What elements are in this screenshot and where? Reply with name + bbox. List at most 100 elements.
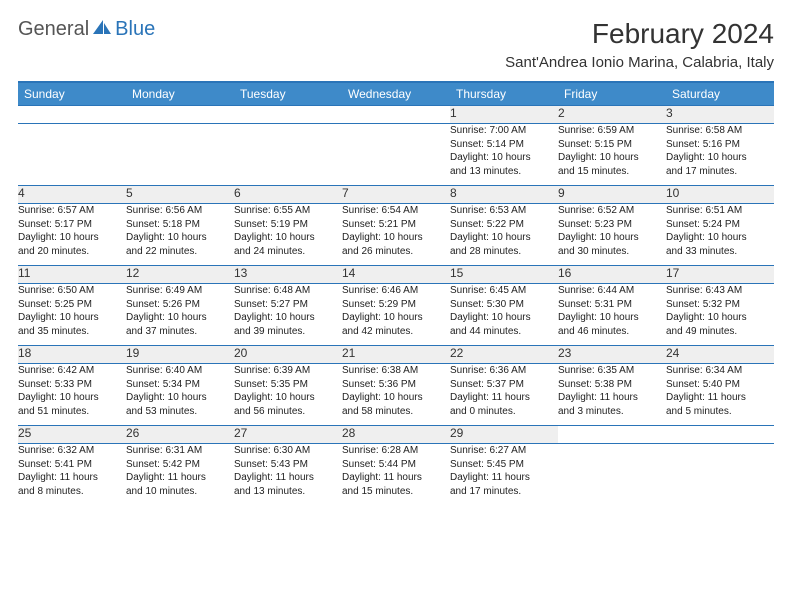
sunset-text: Sunset: 5:25 PM (18, 298, 126, 312)
sunset-text: Sunset: 5:44 PM (342, 458, 450, 472)
day-number-cell (666, 426, 774, 444)
sunset-text: Sunset: 5:26 PM (126, 298, 234, 312)
day-number-row: 18192021222324 (18, 346, 774, 364)
day-number-cell: 24 (666, 346, 774, 364)
sunset-text: Sunset: 5:29 PM (342, 298, 450, 312)
daylight-text: Daylight: 10 hours (18, 311, 126, 325)
sunset-text: Sunset: 5:14 PM (450, 138, 558, 152)
day-number-cell: 11 (18, 266, 126, 284)
daylight-text-2: and 37 minutes. (126, 325, 234, 339)
sunset-text: Sunset: 5:23 PM (558, 218, 666, 232)
day-detail-cell: Sunrise: 6:30 AMSunset: 5:43 PMDaylight:… (234, 444, 342, 506)
sunrise-text: Sunrise: 6:39 AM (234, 364, 342, 378)
daylight-text-2: and 20 minutes. (18, 245, 126, 259)
weekday-header: Monday (126, 82, 234, 106)
daylight-text-2: and 15 minutes. (558, 165, 666, 179)
day-number-cell: 8 (450, 186, 558, 204)
daylight-text: Daylight: 10 hours (234, 231, 342, 245)
sunset-text: Sunset: 5:21 PM (342, 218, 450, 232)
day-number-cell: 9 (558, 186, 666, 204)
weekday-header: Tuesday (234, 82, 342, 106)
sunset-text: Sunset: 5:34 PM (126, 378, 234, 392)
daylight-text-2: and 42 minutes. (342, 325, 450, 339)
day-number-cell: 18 (18, 346, 126, 364)
day-detail-cell (558, 444, 666, 506)
sunrise-text: Sunrise: 6:52 AM (558, 204, 666, 218)
sunrise-text: Sunrise: 6:45 AM (450, 284, 558, 298)
sunset-text: Sunset: 5:19 PM (234, 218, 342, 232)
logo-text-general: General (18, 18, 89, 41)
day-number-cell: 4 (18, 186, 126, 204)
day-detail-cell: Sunrise: 6:44 AMSunset: 5:31 PMDaylight:… (558, 284, 666, 346)
day-detail-cell: Sunrise: 6:58 AMSunset: 5:16 PMDaylight:… (666, 124, 774, 186)
day-number-cell: 14 (342, 266, 450, 284)
sunrise-text: Sunrise: 6:58 AM (666, 124, 774, 138)
weekday-header-row: Sunday Monday Tuesday Wednesday Thursday… (18, 82, 774, 106)
day-number-cell (18, 106, 126, 124)
sunset-text: Sunset: 5:22 PM (450, 218, 558, 232)
daylight-text: Daylight: 10 hours (234, 391, 342, 405)
day-detail-cell: Sunrise: 6:48 AMSunset: 5:27 PMDaylight:… (234, 284, 342, 346)
sunrise-text: Sunrise: 6:53 AM (450, 204, 558, 218)
day-number-cell: 20 (234, 346, 342, 364)
daylight-text: Daylight: 10 hours (342, 391, 450, 405)
day-detail-cell: Sunrise: 6:46 AMSunset: 5:29 PMDaylight:… (342, 284, 450, 346)
sunset-text: Sunset: 5:41 PM (18, 458, 126, 472)
daylight-text: Daylight: 10 hours (342, 311, 450, 325)
daylight-text-2: and 8 minutes. (18, 485, 126, 499)
day-detail-cell: Sunrise: 6:28 AMSunset: 5:44 PMDaylight:… (342, 444, 450, 506)
weekday-header: Saturday (666, 82, 774, 106)
sunset-text: Sunset: 5:30 PM (450, 298, 558, 312)
daylight-text-2: and 28 minutes. (450, 245, 558, 259)
daylight-text-2: and 13 minutes. (450, 165, 558, 179)
daylight-text: Daylight: 10 hours (342, 231, 450, 245)
day-number-cell: 21 (342, 346, 450, 364)
day-number-cell: 19 (126, 346, 234, 364)
daylight-text-2: and 35 minutes. (18, 325, 126, 339)
day-number-cell: 1 (450, 106, 558, 124)
sunrise-text: Sunrise: 6:55 AM (234, 204, 342, 218)
sunset-text: Sunset: 5:18 PM (126, 218, 234, 232)
day-detail-cell: Sunrise: 6:52 AMSunset: 5:23 PMDaylight:… (558, 204, 666, 266)
day-number-cell: 10 (666, 186, 774, 204)
daylight-text-2: and 26 minutes. (342, 245, 450, 259)
day-detail-cell (234, 124, 342, 186)
daylight-text-2: and 44 minutes. (450, 325, 558, 339)
daylight-text: Daylight: 11 hours (18, 471, 126, 485)
sunset-text: Sunset: 5:35 PM (234, 378, 342, 392)
daylight-text-2: and 56 minutes. (234, 405, 342, 419)
daylight-text: Daylight: 11 hours (234, 471, 342, 485)
calendar-table: Sunday Monday Tuesday Wednesday Thursday… (18, 81, 774, 506)
daylight-text: Daylight: 10 hours (666, 151, 774, 165)
daylight-text-2: and 0 minutes. (450, 405, 558, 419)
daylight-text: Daylight: 11 hours (450, 471, 558, 485)
daylight-text-2: and 13 minutes. (234, 485, 342, 499)
daylight-text-2: and 3 minutes. (558, 405, 666, 419)
sunset-text: Sunset: 5:16 PM (666, 138, 774, 152)
sunrise-text: Sunrise: 7:00 AM (450, 124, 558, 138)
sunrise-text: Sunrise: 6:50 AM (18, 284, 126, 298)
sunrise-text: Sunrise: 6:30 AM (234, 444, 342, 458)
day-detail-cell: Sunrise: 6:45 AMSunset: 5:30 PMDaylight:… (450, 284, 558, 346)
day-detail-cell: Sunrise: 6:27 AMSunset: 5:45 PMDaylight:… (450, 444, 558, 506)
daylight-text-2: and 10 minutes. (126, 485, 234, 499)
sunset-text: Sunset: 5:24 PM (666, 218, 774, 232)
day-detail-cell: Sunrise: 6:49 AMSunset: 5:26 PMDaylight:… (126, 284, 234, 346)
day-detail-cell: Sunrise: 6:36 AMSunset: 5:37 PMDaylight:… (450, 364, 558, 426)
day-number-cell: 28 (342, 426, 450, 444)
day-number-cell: 16 (558, 266, 666, 284)
day-detail-cell: Sunrise: 6:43 AMSunset: 5:32 PMDaylight:… (666, 284, 774, 346)
daylight-text: Daylight: 10 hours (450, 231, 558, 245)
day-detail-row: Sunrise: 7:00 AMSunset: 5:14 PMDaylight:… (18, 124, 774, 186)
sunset-text: Sunset: 5:40 PM (666, 378, 774, 392)
day-number-cell: 17 (666, 266, 774, 284)
weekday-header: Friday (558, 82, 666, 106)
day-detail-cell: Sunrise: 6:56 AMSunset: 5:18 PMDaylight:… (126, 204, 234, 266)
title-block: February 2024 Sant'Andrea Ionio Marina, … (505, 18, 774, 71)
sunset-text: Sunset: 5:37 PM (450, 378, 558, 392)
day-detail-cell: Sunrise: 6:31 AMSunset: 5:42 PMDaylight:… (126, 444, 234, 506)
sunrise-text: Sunrise: 6:42 AM (18, 364, 126, 378)
daylight-text-2: and 17 minutes. (666, 165, 774, 179)
day-detail-cell: Sunrise: 6:38 AMSunset: 5:36 PMDaylight:… (342, 364, 450, 426)
daylight-text: Daylight: 10 hours (558, 151, 666, 165)
